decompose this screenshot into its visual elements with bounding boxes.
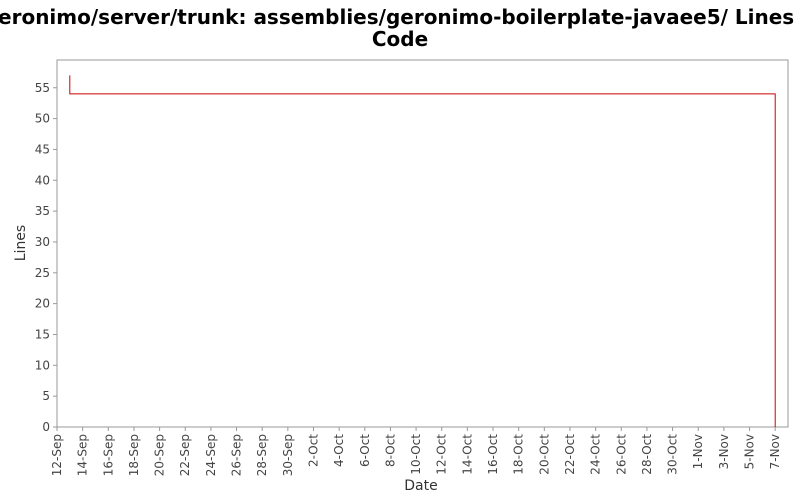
x-tick-label: 16-Oct xyxy=(486,434,500,475)
y-tick-label: 30 xyxy=(35,235,50,249)
x-tick-label: 28-Sep xyxy=(255,434,269,476)
x-tick-label: 16-Sep xyxy=(101,434,115,476)
y-tick-label: 50 xyxy=(35,112,50,126)
y-tick-label: 35 xyxy=(35,204,50,218)
x-tick-label: 6-Oct xyxy=(358,434,372,467)
x-tick-label: 14-Oct xyxy=(460,434,474,475)
x-tick-label: 20-Sep xyxy=(153,434,167,476)
x-tick-label: 2-Oct xyxy=(306,434,320,467)
y-tick-label: 45 xyxy=(35,142,50,156)
y-tick-label: 25 xyxy=(35,266,50,280)
x-tick-label: 18-Oct xyxy=(512,434,526,475)
x-tick-label: 3-Nov xyxy=(717,434,731,469)
y-axis-label: Lines xyxy=(13,225,29,261)
x-tick-label: 24-Sep xyxy=(204,434,218,476)
x-tick-label: 10-Oct xyxy=(409,434,423,475)
y-tick-label: 0 xyxy=(42,420,50,434)
x-tick-label: 18-Sep xyxy=(127,434,141,476)
plot-area xyxy=(56,59,789,428)
x-axis-label: Date xyxy=(404,478,437,494)
chart-title: Code xyxy=(372,27,428,51)
y-tick-label: 40 xyxy=(35,173,50,187)
x-tick-label: 30-Sep xyxy=(281,434,295,476)
y-tick-label: 5 xyxy=(42,389,50,403)
x-tick-label: 12-Sep xyxy=(50,434,64,476)
x-tick-label: 26-Oct xyxy=(614,434,628,475)
x-tick-label: 12-Oct xyxy=(435,434,449,475)
x-tick-label: 4-Oct xyxy=(332,434,346,467)
x-tick-label: 24-Oct xyxy=(589,434,603,475)
x-tick-label: 5-Nov xyxy=(743,434,757,469)
x-tick-label: 26-Sep xyxy=(230,434,244,476)
x-tick-label: 8-Oct xyxy=(383,434,397,467)
x-tick-label: 7-Nov xyxy=(768,434,782,469)
x-tick-label: 20-Oct xyxy=(537,434,551,475)
chart-title: /geronimo/server/trunk: assemblies/geron… xyxy=(0,5,800,29)
x-tick-label: 30-Oct xyxy=(666,434,680,475)
x-tick-label: 28-Oct xyxy=(640,434,654,475)
x-tick-label: 14-Sep xyxy=(76,434,90,476)
y-tick-label: 55 xyxy=(35,81,50,95)
y-tick-label: 10 xyxy=(35,358,50,372)
y-tick-label: 15 xyxy=(35,327,50,341)
x-tick-label: 22-Oct xyxy=(563,434,577,475)
x-tick-label: 1-Nov xyxy=(691,434,705,469)
series-line xyxy=(69,75,776,427)
y-tick-label: 20 xyxy=(35,297,50,311)
x-tick-label: 22-Sep xyxy=(178,434,192,476)
